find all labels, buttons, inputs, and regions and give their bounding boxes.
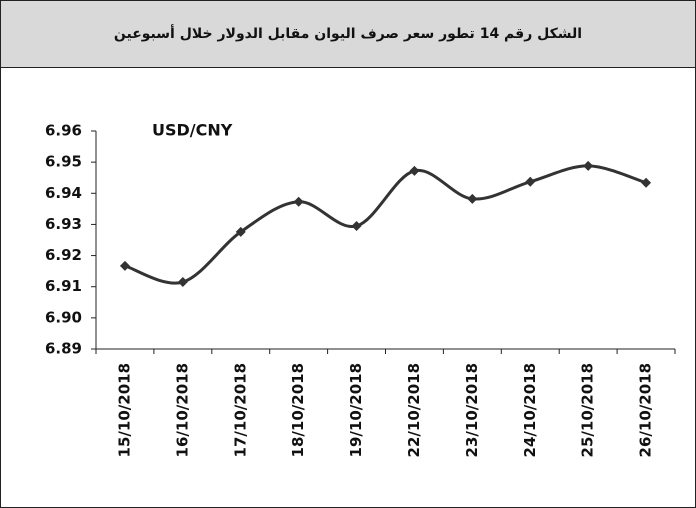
y-tick-label: 6.91 <box>45 277 82 295</box>
x-tick-label: 19/10/2018 <box>347 363 365 457</box>
x-tick-label: 23/10/2018 <box>463 363 481 457</box>
marker <box>177 277 188 288</box>
marker <box>235 226 246 237</box>
y-tick-label: 6.92 <box>45 246 82 264</box>
marker <box>409 165 420 176</box>
y-tick-label: 6.95 <box>45 153 82 171</box>
marker <box>351 220 362 231</box>
title-band <box>0 0 696 68</box>
marker <box>119 260 130 271</box>
x-tick-label: 26/10/2018 <box>637 363 655 457</box>
y-tick-label: 6.93 <box>45 215 82 233</box>
x-tick-label: 18/10/2018 <box>289 363 307 457</box>
x-tick-label: 16/10/2018 <box>173 363 191 457</box>
line <box>124 164 647 285</box>
marker <box>583 160 594 171</box>
y-tick-label: 6.89 <box>45 340 82 358</box>
y-tick-label: 6.94 <box>45 184 82 202</box>
marker <box>467 193 478 204</box>
x-tick-label: 17/10/2018 <box>231 363 249 457</box>
legend-label: USD/CNY <box>152 121 233 140</box>
marker <box>641 177 652 188</box>
chart-title: الشكل رقم 14 تطور سعر صرف اليوان مقابل ا… <box>114 24 582 42</box>
x-tick-label: 15/10/2018 <box>115 363 133 457</box>
x-tick-label: 24/10/2018 <box>521 363 539 457</box>
x-tick-label: 22/10/2018 <box>405 363 423 457</box>
x-tick-label: 25/10/2018 <box>579 363 597 457</box>
marker <box>525 176 536 187</box>
y-tick-label: 6.90 <box>45 308 82 326</box>
y-tick-label: 6.96 <box>45 122 82 140</box>
marker <box>293 196 304 207</box>
